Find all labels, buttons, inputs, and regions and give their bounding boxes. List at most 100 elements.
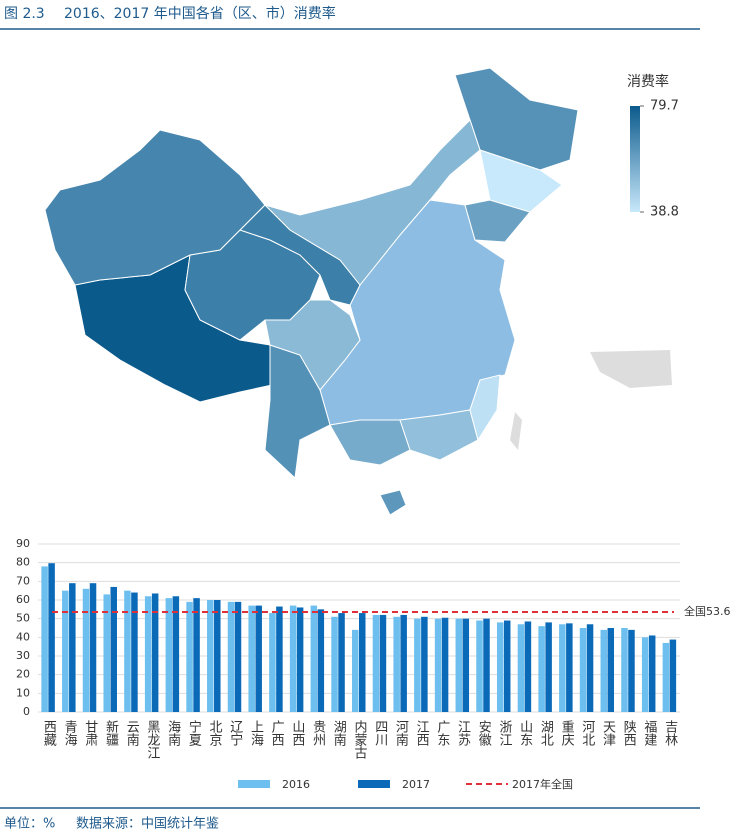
legend-label: 2017 xyxy=(402,778,430,791)
x-tick-label: 宁夏 xyxy=(186,719,202,746)
bar xyxy=(579,628,587,712)
bar xyxy=(234,601,242,712)
bar xyxy=(524,621,532,712)
x-tick-label: 山东 xyxy=(517,720,533,746)
bar xyxy=(641,637,649,712)
province xyxy=(464,199,531,243)
bar xyxy=(227,601,235,712)
y-tick-label: 20 xyxy=(16,668,30,681)
bar xyxy=(62,590,69,712)
x-tick-label: 浙江 xyxy=(496,720,512,746)
province xyxy=(44,129,266,286)
y-tick-label: 80 xyxy=(16,556,30,569)
bar xyxy=(441,617,449,712)
legend-swatch xyxy=(358,780,390,788)
x-tick-label: 江苏 xyxy=(455,720,471,746)
legend-swatch xyxy=(238,780,270,788)
x-tick-label: 陕西 xyxy=(621,720,637,746)
bar xyxy=(193,598,200,712)
x-tick-label: 重庆 xyxy=(559,719,575,746)
y-tick-label: 60 xyxy=(16,593,30,606)
y-tick-label: 10 xyxy=(16,686,30,699)
province xyxy=(469,374,501,442)
bar xyxy=(414,618,421,712)
x-tick-label: 海南 xyxy=(165,720,181,746)
bar xyxy=(648,635,656,712)
bar xyxy=(41,566,48,712)
bar xyxy=(421,616,428,712)
colorbar-tick-label: 79.7 xyxy=(650,99,679,114)
province xyxy=(479,149,563,213)
bar xyxy=(248,605,255,712)
bar xyxy=(255,605,262,712)
colorbar xyxy=(630,106,640,212)
x-tick-label: 黑龙江 xyxy=(144,720,160,759)
bar xyxy=(338,613,345,712)
x-tick-label: 云南 xyxy=(124,720,140,746)
x-tick-label: 广东 xyxy=(434,720,450,746)
bar xyxy=(214,600,221,712)
x-tick-label: 内蒙古 xyxy=(352,719,368,759)
bar xyxy=(359,613,366,712)
bar xyxy=(476,620,483,712)
bar xyxy=(144,596,152,712)
colorbar-tick-label: 38.8 xyxy=(650,205,679,220)
legend-label: 2016 xyxy=(282,778,310,791)
y-tick-label: 90 xyxy=(16,537,30,550)
bar xyxy=(352,629,359,712)
legend-label: 2017年全国 xyxy=(512,777,573,791)
x-tick-label: 天津 xyxy=(600,720,616,746)
bar xyxy=(566,623,573,712)
bar xyxy=(379,614,387,712)
bar xyxy=(662,642,670,712)
bar xyxy=(628,629,635,712)
y-tick-label: 70 xyxy=(16,574,30,587)
bar xyxy=(434,618,442,712)
bar xyxy=(483,618,490,712)
bar xyxy=(559,624,566,712)
bar xyxy=(600,629,608,712)
bar xyxy=(317,609,325,712)
bar xyxy=(393,616,400,712)
province xyxy=(379,489,407,516)
bar xyxy=(400,614,407,712)
x-tick-label: 辽宁 xyxy=(227,720,243,746)
x-tick-label: 西藏 xyxy=(41,720,57,746)
bar xyxy=(455,618,463,712)
x-tick-label: 上海 xyxy=(248,720,263,746)
bar xyxy=(586,624,594,712)
bar xyxy=(517,624,525,712)
colorbar-title: 消费率 xyxy=(627,73,669,90)
figure-number: 图 2.3 xyxy=(4,6,45,22)
province xyxy=(329,419,411,466)
x-tick-label: 新疆 xyxy=(103,719,119,746)
map xyxy=(44,67,672,516)
bar xyxy=(82,588,90,712)
y-tick-label: 0 xyxy=(23,705,30,718)
y-tick-label: 50 xyxy=(16,612,30,625)
bar xyxy=(669,639,677,712)
bar xyxy=(462,618,470,712)
bar xyxy=(131,592,138,712)
x-tick-label: 江西 xyxy=(414,720,430,746)
bar xyxy=(538,626,545,712)
bar xyxy=(276,606,283,712)
x-tick-label: 河南 xyxy=(393,720,409,746)
bar xyxy=(207,600,214,712)
reference-label: 全国53.6 xyxy=(684,604,731,618)
bar xyxy=(165,598,173,712)
bar xyxy=(269,613,276,712)
y-tick-label: 40 xyxy=(16,630,30,643)
x-tick-label: 广西 xyxy=(269,720,285,746)
bar xyxy=(310,605,318,712)
x-tick-label: 四川 xyxy=(372,720,388,746)
bar xyxy=(69,583,76,712)
taiwan xyxy=(510,412,522,450)
bar xyxy=(296,607,304,712)
province xyxy=(263,119,481,286)
bar xyxy=(103,594,110,712)
bar xyxy=(621,628,628,712)
neighbor-land xyxy=(590,350,672,388)
x-tick-label: 湖南 xyxy=(331,720,347,746)
